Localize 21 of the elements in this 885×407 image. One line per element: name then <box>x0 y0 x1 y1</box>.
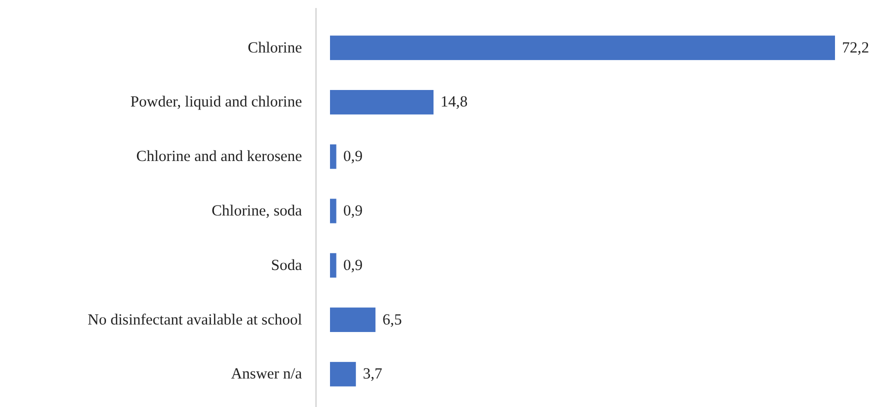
y-tick-label: Powder, liquid and chlorine <box>130 94 302 111</box>
data-label: 0,9 <box>343 256 363 274</box>
bar <box>330 198 336 224</box>
data-label: 3,7 <box>362 366 383 383</box>
data-label: 0,9 <box>343 148 363 166</box>
y-tick-label: No disinfectant available at school <box>88 311 302 328</box>
bar <box>330 36 835 60</box>
y-tick-label: Chlorine <box>248 39 302 56</box>
bar <box>330 90 434 114</box>
data-label: 6,5 <box>382 311 402 328</box>
y-tick-label: Soda <box>271 256 302 274</box>
bar <box>330 362 356 386</box>
y-tick-label: Chlorine, soda <box>212 202 302 220</box>
bar <box>330 253 336 278</box>
bar <box>330 308 376 332</box>
data-label: 14,8 <box>440 94 468 111</box>
bar <box>330 144 336 169</box>
data-label: 72,2 <box>842 39 870 56</box>
y-tick-label: Chlorine and and kerosene <box>136 148 302 166</box>
y-tick-label: Answer n/a <box>230 366 302 383</box>
data-label: 0,9 <box>343 202 363 220</box>
